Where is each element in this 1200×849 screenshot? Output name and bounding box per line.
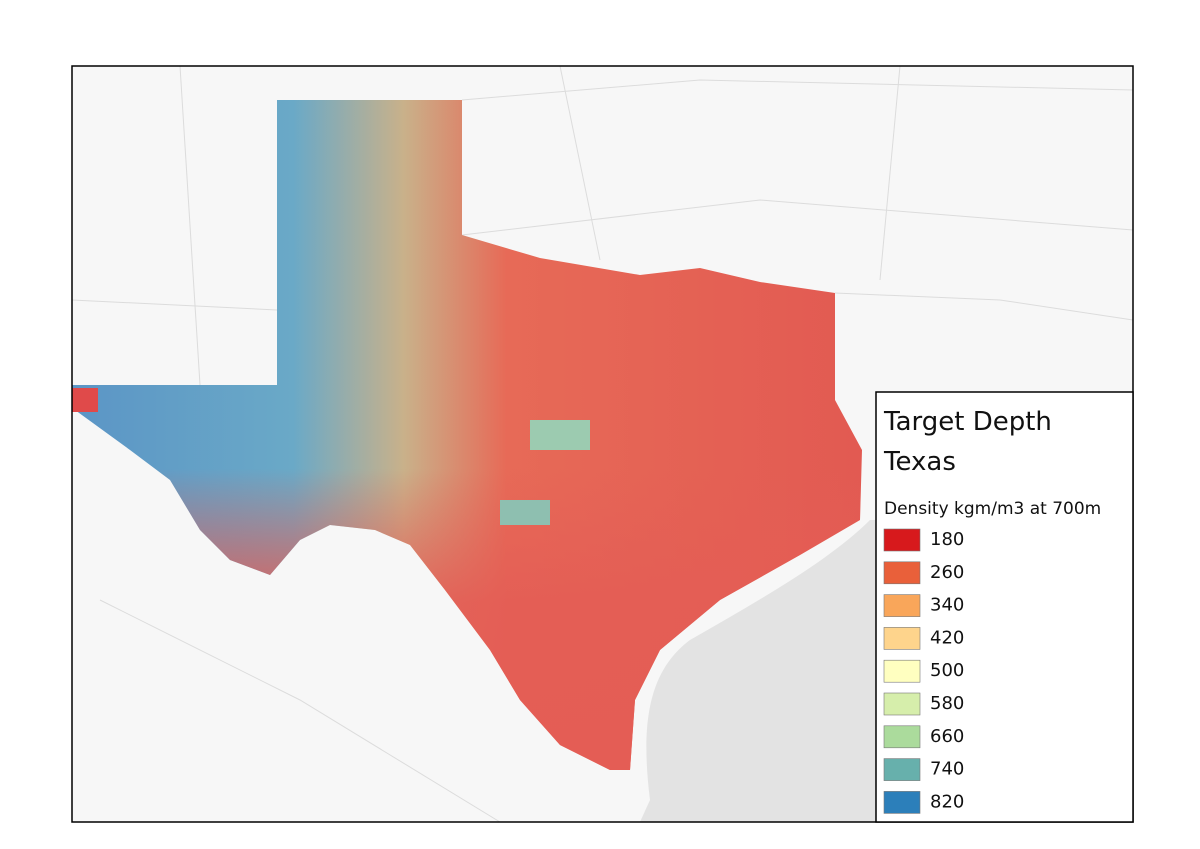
legend-swatch (883, 692, 921, 716)
map-title: Target Depth (883, 407, 1052, 437)
legend: Target Depth Texas Density kgm/m3 at 700… (875, 391, 1134, 823)
legend-swatch (883, 594, 921, 617)
legend-swatch (883, 758, 921, 781)
legend-swatch (883, 791, 921, 814)
legend-label: 260 (930, 562, 964, 583)
legend-swatch (883, 659, 921, 683)
legend-swatch (883, 528, 921, 552)
legend-label: 420 (930, 627, 964, 648)
density-raster (72, 100, 862, 770)
legend-swatch (883, 561, 921, 585)
legend-label: 180 (930, 529, 964, 550)
legend-swatch (883, 627, 921, 650)
legend-label: 740 (930, 759, 964, 780)
legend-label: 340 (930, 595, 964, 616)
legend-label: 820 (930, 791, 964, 812)
legend-label: 500 (930, 660, 964, 681)
legend-label: 660 (930, 726, 964, 747)
legend-label: 580 (930, 693, 964, 714)
legend-swatch (883, 725, 921, 749)
map-subtitle: Texas (883, 447, 956, 477)
legend-title: Density kgm/m3 at 700m (884, 499, 1101, 519)
